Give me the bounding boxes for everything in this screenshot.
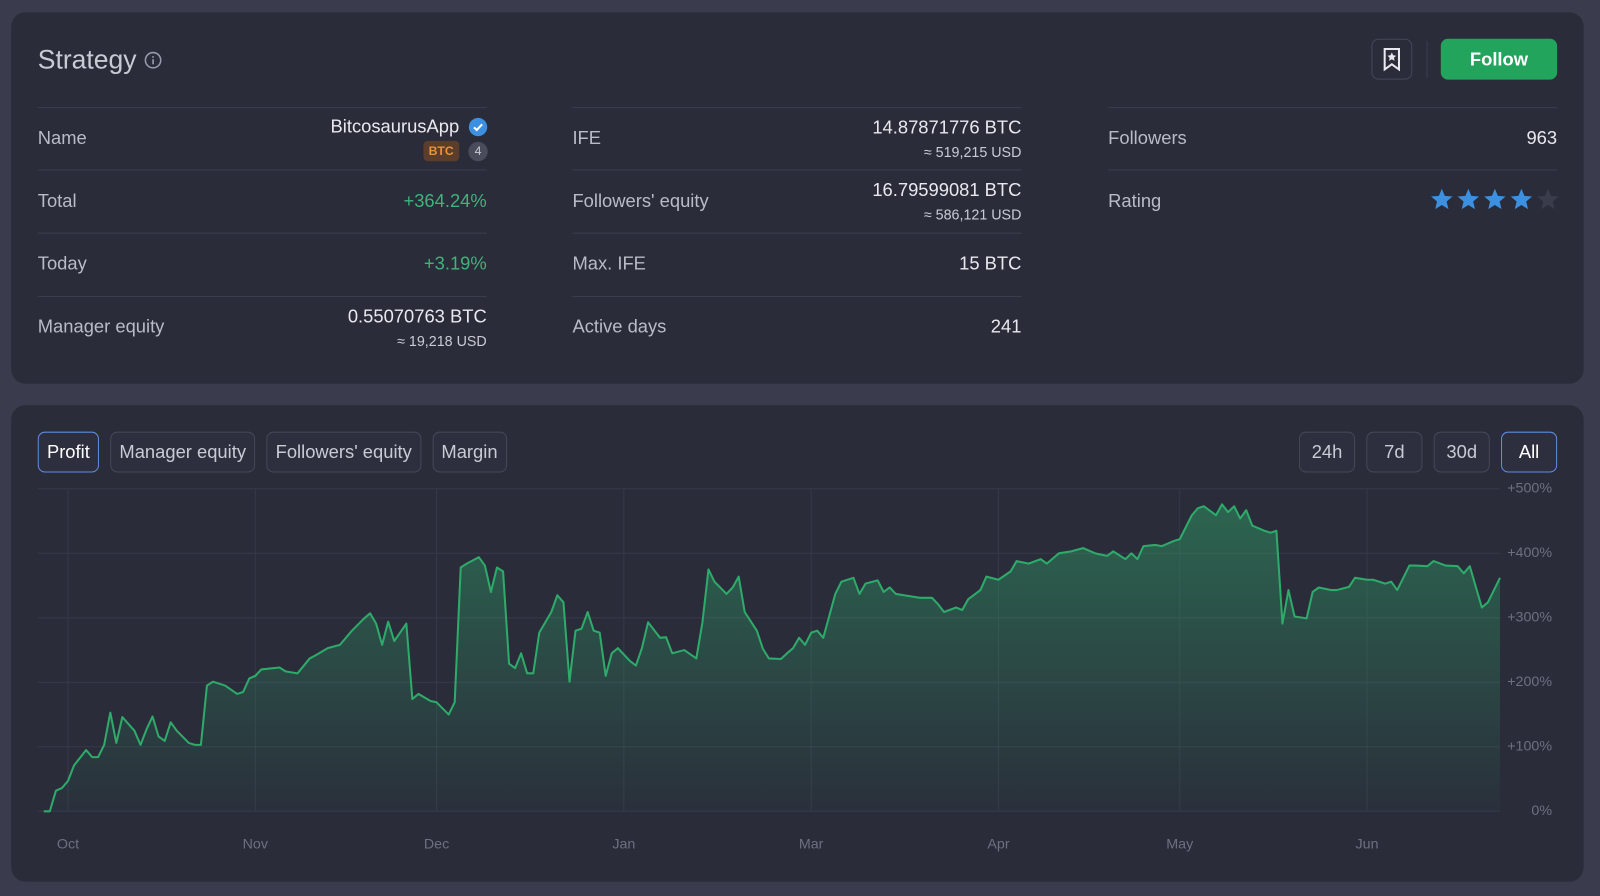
row-line — [37, 295, 487, 297]
row-line — [572, 107, 1022, 109]
stat-value: 14.87871776 BTC — [872, 117, 1022, 138]
row-line — [572, 232, 1022, 234]
tab-button[interactable]: 7d — [1366, 431, 1423, 473]
tab-button[interactable]: 24h — [1298, 431, 1356, 473]
follow-button[interactable]: Follow — [1440, 38, 1558, 80]
count-badge: 4 — [468, 141, 488, 162]
stat-label: Total — [37, 190, 77, 212]
star — [1484, 188, 1506, 210]
tab-button[interactable]: Followers' equity — [266, 431, 422, 473]
divider — [1426, 40, 1428, 78]
verified-icon — [468, 117, 488, 137]
row-line — [572, 169, 1022, 171]
stat-label: IFE — [572, 127, 602, 148]
metric-tabs: Profit Manager equity Followers' equity Mar… — [37, 431, 507, 473]
row-line — [37, 107, 487, 109]
row-line — [572, 295, 1022, 297]
stat-value: +364.24% — [403, 190, 487, 212]
tab-button[interactable]: Margin — [432, 431, 507, 473]
stat-value: 16.79599081 BTC — [872, 179, 1022, 201]
range-tabs: 24h 7d 30d All — [1298, 431, 1558, 473]
tab-button[interactable]: 30d — [1433, 431, 1490, 473]
row-line — [37, 232, 487, 234]
stat-value: 15 BTC — [959, 253, 1022, 274]
chart-card — [11, 405, 1584, 882]
stat-label: Max. IFE — [572, 253, 646, 274]
bookmark-icon — [1383, 47, 1400, 72]
stat-label: Today — [37, 253, 87, 274]
stat-label: Rating — [1108, 190, 1162, 212]
title: Strategy — [37, 43, 137, 75]
stat-sub: ≈ 586,121 USD — [923, 206, 1022, 223]
star — [1457, 188, 1480, 210]
stat-label: Manager equity — [37, 316, 165, 337]
stat-value: 0.55070763 BTC — [347, 306, 487, 327]
rating-stars — [1431, 188, 1559, 210]
stat-label: Followers' equity — [572, 190, 709, 212]
stat-sub: ≈ 19,218 USD — [397, 332, 487, 350]
stat-label: Name — [37, 127, 87, 148]
bookmark-button[interactable] — [1371, 38, 1413, 80]
row-line — [1108, 169, 1558, 171]
stat-label: Followers — [1108, 127, 1187, 148]
tab-button[interactable]: Profit — [37, 431, 99, 473]
star — [1431, 188, 1453, 210]
stat-value: 241 — [990, 316, 1022, 337]
tab-button[interactable]: Manager equity — [110, 431, 256, 473]
star — [1537, 188, 1559, 210]
stat-value: 963 — [1526, 127, 1558, 148]
star — [1510, 188, 1533, 210]
row-line — [1108, 107, 1558, 109]
strategy-card — [11, 12, 1584, 384]
stat-value: BitcosaurusApp — [330, 116, 460, 137]
stat-label: Active days — [572, 316, 667, 337]
stat-value: +3.19% — [423, 253, 487, 274]
info-icon[interactable] — [144, 51, 162, 69]
row-line — [37, 169, 487, 171]
stat-sub: ≈ 519,215 USD — [923, 143, 1022, 161]
tab-button[interactable]: All — [1501, 431, 1558, 473]
currency-badge: BTC — [423, 140, 459, 162]
